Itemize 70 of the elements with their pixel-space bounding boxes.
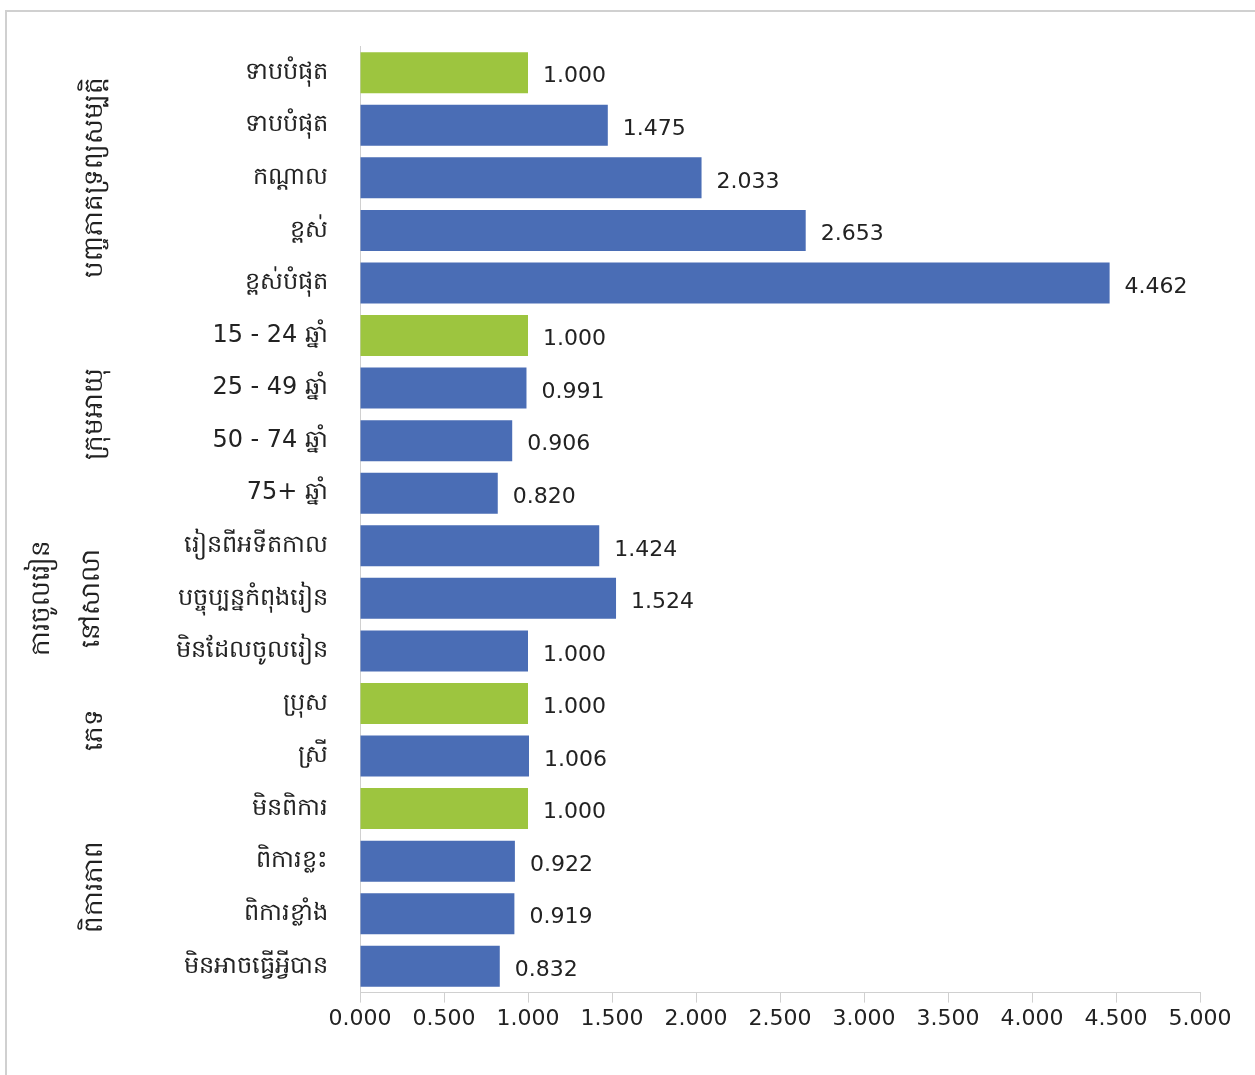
y-tick-label: ទាបបំផុត	[245, 55, 328, 87]
x-tick-label: 2.000	[664, 1004, 728, 1030]
data-label: 0.820	[512, 482, 576, 508]
data-label: 1.000	[543, 798, 606, 824]
data-label: 0.919	[529, 903, 593, 929]
bar	[360, 209, 806, 251]
y-tick-label: 15 - 24 ឆ្នាំ	[212, 318, 328, 348]
bar	[360, 104, 608, 146]
text: ការចូលរៀន នៅសាលា	[22, 540, 105, 657]
y-tick-label: ពិការខ្លាំង	[244, 896, 328, 926]
text: ក្រុមអាយុ	[77, 368, 111, 461]
bar	[360, 525, 600, 567]
bar	[360, 840, 515, 882]
y-tick-label: ពិការខ្លះ	[256, 844, 328, 874]
y-tick-label: 50 - 74 ឆ្នាំ	[212, 423, 328, 453]
data-label: 1.000	[543, 62, 606, 88]
text: បញ្ចភាគទ្រព្យសម្បត្តិ	[76, 77, 109, 279]
y-tick-label: បច្ចុប្បន្នកំពុងរៀន	[178, 580, 328, 616]
data-label: 0.906	[527, 430, 591, 456]
data-label: 1.006	[544, 745, 607, 771]
x-tick-label: 3.000	[832, 1004, 896, 1030]
data-label: 1.000	[543, 693, 606, 719]
y-tick-label: ខ្ពស់បំផុត	[245, 266, 328, 298]
y-tick-label: ខ្ពស់	[290, 213, 328, 243]
bar	[360, 367, 527, 409]
data-label: 2.653	[820, 220, 884, 246]
bar	[360, 945, 500, 987]
bar	[360, 262, 1110, 304]
data-label: 0.922	[529, 850, 593, 876]
x-tick-label: 4.500	[1084, 1004, 1148, 1030]
y-tick-label: 75+ ឆ្នាំ	[246, 476, 328, 506]
data-label: 2.033	[716, 167, 780, 193]
data-label: 4.462	[1124, 272, 1188, 298]
data-label: 0.832	[514, 956, 578, 982]
x-tick-label: 1.000	[496, 1004, 560, 1030]
data-label: 0.991	[541, 377, 605, 403]
y-tick-label: មិនដែលចូលរៀន	[176, 633, 328, 666]
bar	[360, 682, 528, 724]
bar	[360, 315, 528, 357]
x-tick-label: 3.500	[916, 1004, 980, 1030]
text: ពិការភាព	[76, 841, 108, 934]
data-label: 1.424	[614, 535, 678, 561]
y-tick-label: កណ្ដាល	[253, 162, 328, 191]
x-tick-label: 0.000	[328, 1004, 392, 1030]
data-label: 1.000	[543, 325, 606, 351]
bar	[360, 420, 513, 462]
y-tick-label: ទាបបំផុត	[245, 108, 328, 140]
x-tick-label: 2.500	[748, 1004, 812, 1030]
x-tick-label: 0.500	[412, 1004, 476, 1030]
bar	[360, 630, 528, 672]
text: ភេទ	[77, 708, 108, 751]
bar	[360, 735, 530, 777]
x-tick-label: 4.000	[1000, 1004, 1064, 1030]
bar	[360, 472, 498, 514]
bar	[360, 893, 515, 935]
y-tick-label: រៀនពីអទីតកាល	[184, 528, 328, 561]
x-tick-label: 5.000	[1168, 1004, 1232, 1030]
y-tick-label: មិនអាចធ្វើអ្វីបាន	[184, 949, 328, 979]
data-label: 1.000	[543, 640, 606, 666]
bar	[360, 52, 528, 94]
y-tick-label: ប្រុស	[283, 687, 328, 718]
y-tick-label: 25 - 49 ឆ្នាំ	[212, 371, 328, 401]
bar	[360, 788, 528, 830]
bar	[360, 577, 617, 619]
y-tick-label: ស្រី	[298, 739, 328, 769]
x-tick-label: 1.500	[580, 1004, 644, 1030]
bar	[360, 157, 702, 199]
y-tick-label: មិនពិការ	[252, 791, 328, 821]
data-label: 1.524	[631, 588, 695, 614]
data-label: 1.475	[622, 114, 686, 140]
